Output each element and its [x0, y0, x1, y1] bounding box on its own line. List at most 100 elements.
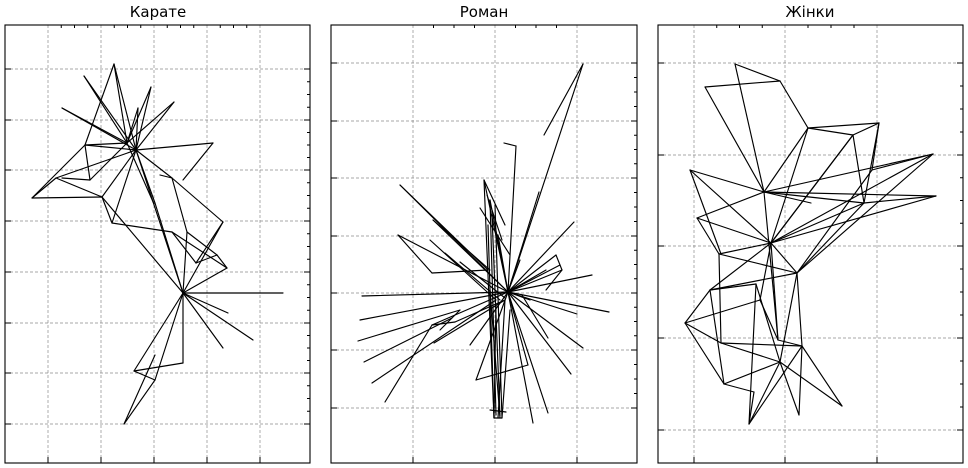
network-edge [507, 291, 610, 313]
network-edge [454, 299, 506, 323]
network-edge [718, 242, 772, 255]
network-edge [182, 292, 224, 349]
network-edge [479, 207, 511, 256]
network-edge [433, 299, 506, 344]
network-edge [709, 283, 757, 291]
network-edge [171, 177, 188, 233]
network-edge [101, 196, 184, 294]
network-edge [133, 370, 156, 381]
panel-title: Роман [460, 3, 509, 21]
network-edge [216, 254, 228, 269]
network-edge [684, 322, 722, 344]
network-edge [507, 291, 534, 424]
network-edge [61, 177, 91, 181]
network-edge [432, 219, 509, 293]
network-edge [696, 217, 772, 244]
panel-women: Жінки [657, 3, 964, 464]
network-edge [135, 101, 175, 151]
network-edge [709, 242, 772, 291]
network-edge [770, 195, 937, 244]
network-edge [439, 309, 461, 331]
network-edge [135, 149, 156, 204]
network-edge [486, 194, 503, 241]
network-edge [363, 317, 453, 363]
network-edge [503, 142, 517, 147]
network-edge [852, 134, 865, 204]
network-edge [135, 142, 214, 151]
network-edge [689, 169, 765, 193]
network-edge [501, 309, 511, 419]
network-edge [31, 144, 86, 199]
plot-frame [657, 24, 964, 464]
network-edge [444, 252, 501, 301]
network-edge [475, 291, 509, 381]
network-edge [684, 322, 725, 385]
panel-title: Карате [130, 3, 187, 21]
network-edge [796, 169, 873, 274]
network-edge [555, 254, 563, 271]
network-edge [709, 272, 798, 291]
network-edge [759, 242, 772, 301]
network-edge [182, 142, 214, 181]
network-edge [507, 291, 572, 375]
network-edge [807, 122, 880, 129]
network-edge [507, 291, 531, 301]
network-edge [84, 144, 91, 181]
network-edge [718, 253, 722, 344]
network-edge [543, 63, 584, 136]
network-edge [718, 253, 798, 274]
network-edge [759, 299, 779, 341]
network-edge [770, 127, 809, 244]
network-edge [135, 86, 152, 151]
network-edge [431, 291, 509, 326]
network-edge [126, 101, 175, 144]
network-edge [684, 289, 711, 324]
network-edge [61, 107, 128, 144]
network-edge [154, 202, 184, 294]
network-edge [171, 231, 197, 264]
network-edge [770, 242, 798, 274]
network-edge [475, 364, 529, 381]
network-edge [135, 107, 139, 151]
network-edge [734, 63, 781, 82]
network-edge [431, 269, 489, 274]
network-edge [182, 292, 229, 314]
network-edge [487, 224, 495, 419]
network-edge [796, 272, 803, 347]
network-edge [779, 361, 843, 407]
network-edge [429, 239, 497, 301]
network-edge [507, 254, 557, 293]
network-edge [84, 63, 115, 146]
axis-ticks [5, 25, 310, 463]
network-edge [133, 362, 184, 372]
network-edge [123, 379, 156, 425]
network-edge [507, 221, 575, 293]
network-edge [801, 345, 843, 407]
network-edge [55, 177, 103, 198]
network-edge [371, 299, 497, 384]
network-edge [723, 361, 781, 385]
network-edge [763, 127, 809, 193]
network-edge [704, 86, 765, 193]
axis-ticks [658, 25, 963, 463]
network-edge [483, 179, 506, 226]
network-edge [182, 267, 228, 294]
network-edge [126, 142, 155, 205]
grid [5, 25, 310, 463]
network-edge [696, 217, 720, 255]
network-edge [361, 291, 509, 297]
network-edge [101, 149, 137, 198]
network-edge [469, 291, 509, 346]
network-edge [459, 261, 506, 299]
network-edge [763, 191, 812, 204]
network-edge [545, 269, 563, 291]
network-edge [779, 80, 809, 129]
network-edges [357, 63, 610, 424]
network-edge [507, 274, 593, 293]
network-edge [83, 75, 137, 151]
network-edge [684, 299, 761, 324]
network-edge [709, 289, 725, 385]
network-edge [748, 283, 757, 425]
network-edge [779, 272, 798, 363]
network-edge [521, 294, 549, 339]
